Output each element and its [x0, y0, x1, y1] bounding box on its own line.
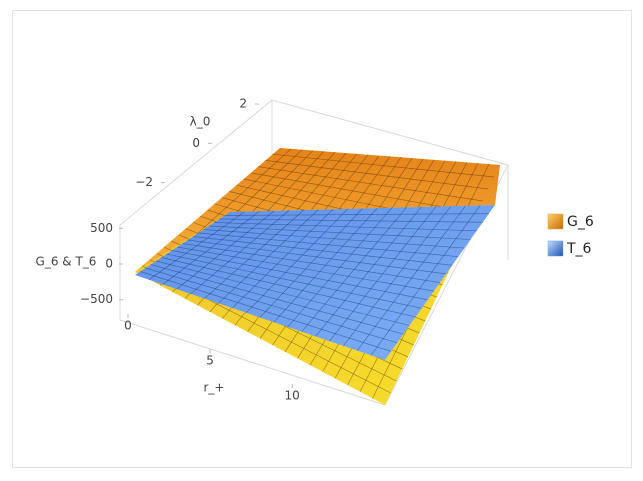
mesh-line	[329, 206, 437, 342]
z-tick-label: 500	[90, 221, 113, 235]
mesh-line	[359, 163, 479, 272]
mesh-line	[231, 209, 334, 309]
x-axis-label: r_+	[204, 381, 225, 395]
y-tick-label: 2	[239, 97, 247, 111]
y-axis-label: λ_0	[190, 115, 211, 129]
mesh-line	[315, 206, 422, 337]
mesh-line	[176, 210, 275, 290]
mesh-line	[177, 246, 434, 292]
mesh-line	[150, 264, 404, 335]
legend-label: G_6	[567, 214, 594, 230]
mesh-line	[356, 205, 466, 351]
legend-label: T_6	[566, 241, 592, 257]
mesh-line	[162, 210, 260, 285]
x-tick-label: 0	[124, 319, 132, 333]
mesh-line	[204, 209, 304, 299]
mesh-line	[182, 243, 441, 283]
mesh-line	[265, 160, 489, 190]
mesh-line	[198, 232, 459, 258]
x-tick-label: 10	[285, 389, 300, 403]
y-tick-label: −2	[135, 175, 153, 189]
legend: G_6 T_6	[547, 213, 594, 257]
mesh-line	[347, 162, 468, 272]
mesh-line	[214, 222, 477, 232]
mesh-line	[250, 172, 478, 214]
z-axis-label: G_6 & T_6	[36, 255, 97, 269]
mesh-line	[343, 205, 452, 347]
mesh-line	[171, 250, 428, 301]
y-tick-label: 0	[192, 136, 200, 150]
mesh-line	[272, 153, 495, 178]
x-tick-label: 5	[206, 354, 214, 368]
mesh-line	[273, 207, 378, 323]
z-tick-label: 0	[105, 257, 113, 271]
mesh-line	[301, 207, 407, 332]
z-tick-label: −500	[80, 292, 113, 306]
surface-g6	[135, 148, 500, 272]
mesh-line	[145, 267, 398, 344]
mesh-line	[370, 205, 481, 356]
mesh-line	[156, 260, 410, 326]
mesh-line	[219, 218, 483, 223]
mesh-line	[224, 213, 489, 216]
mesh-line	[245, 208, 349, 314]
mesh-line	[190, 210, 290, 295]
surface-t6	[135, 205, 495, 360]
mesh	[140, 205, 489, 356]
mesh-line	[203, 229, 465, 249]
mesh-line	[193, 236, 453, 266]
mesh-line	[287, 207, 393, 328]
legend-swatch	[547, 240, 564, 257]
surfaces	[135, 148, 500, 405]
mesh-line	[148, 211, 245, 281]
mesh-line	[259, 208, 363, 318]
mesh-line	[187, 239, 447, 275]
mesh-line	[258, 166, 483, 202]
mesh-line	[208, 225, 471, 240]
mesh-line	[372, 163, 490, 272]
mesh-line	[218, 209, 319, 304]
mesh-line	[140, 271, 392, 352]
mesh-line	[161, 257, 416, 318]
mesh-line	[166, 253, 422, 309]
legend-swatch	[547, 213, 564, 230]
